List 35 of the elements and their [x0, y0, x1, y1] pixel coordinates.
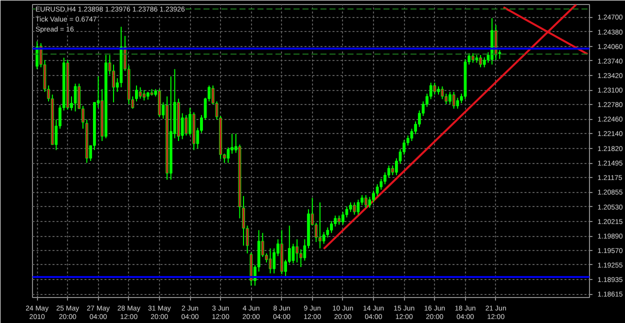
candlestick	[368, 196, 372, 208]
candlestick	[226, 146, 230, 164]
candlestick	[433, 82, 436, 96]
candlestick	[479, 54, 482, 68]
candlestick	[318, 202, 322, 249]
candlestick	[230, 133, 234, 154]
candlestick	[138, 86, 142, 100]
candlestick	[356, 199, 360, 216]
candlestick	[349, 202, 352, 212]
candlestick	[184, 114, 188, 136]
candlestick	[334, 215, 337, 228]
candlestick	[112, 64, 115, 103]
candlestick	[452, 91, 456, 110]
candlestick	[364, 194, 368, 208]
candlestick	[372, 190, 375, 203]
candlestick	[135, 84, 138, 102]
candlestick	[482, 56, 486, 68]
candlestick	[242, 196, 245, 246]
candlestick	[384, 172, 386, 185]
candlestick	[299, 248, 302, 268]
candlestick	[410, 128, 414, 142]
candlestick	[74, 83, 77, 112]
candlestick	[272, 248, 276, 274]
candlestick	[352, 202, 356, 216]
candlestick	[440, 86, 444, 100]
candlestick	[268, 248, 272, 274]
candlestick	[471, 52, 474, 64]
candlestick	[142, 90, 146, 101]
candlestick	[456, 97, 460, 110]
candlestick	[296, 238, 298, 263]
candlestick	[338, 215, 341, 226]
candlestick	[387, 165, 390, 178]
candlestick	[330, 220, 333, 234]
candlestick	[448, 91, 452, 105]
candlestick	[322, 231, 326, 244]
